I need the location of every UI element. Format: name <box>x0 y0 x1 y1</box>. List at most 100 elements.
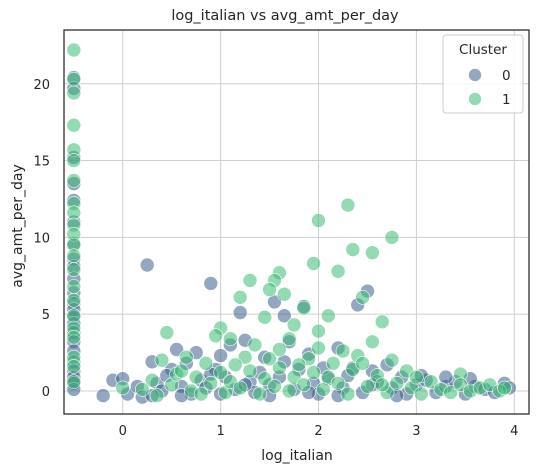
data-point-cluster-1 <box>340 386 356 402</box>
data-point-cluster-1 <box>232 289 248 305</box>
y-tick-label: 15 <box>33 155 50 170</box>
legend-label-cluster-0: 0 <box>502 68 511 84</box>
data-point-cluster-1 <box>154 352 170 368</box>
data-point-cluster-1 <box>66 85 82 101</box>
data-point-cluster-0 <box>438 369 454 385</box>
data-point-cluster-1 <box>193 386 209 402</box>
data-point-cluster-1 <box>159 325 175 340</box>
y-tick-label: 20 <box>33 78 50 93</box>
y-tick-label: 10 <box>33 231 50 246</box>
data-point-cluster-1 <box>247 337 263 353</box>
data-point-cluster-1 <box>311 340 326 356</box>
data-point-cluster-1 <box>311 213 326 228</box>
data-point-cluster-0 <box>203 276 219 291</box>
data-point-cluster-1 <box>335 343 351 359</box>
data-point-cluster-1 <box>296 300 312 316</box>
data-point-cluster-1 <box>66 205 82 221</box>
data-point-cluster-1 <box>179 349 194 365</box>
data-point-cluster-1 <box>389 375 405 391</box>
data-point-cluster-1 <box>213 365 228 380</box>
data-point-cluster-1 <box>203 375 219 391</box>
x-tick-label: 4 <box>510 424 518 439</box>
y-tick-label: 0 <box>42 385 50 400</box>
data-point-cluster-1 <box>374 377 390 393</box>
data-point-cluster-1 <box>135 382 150 397</box>
data-point-cluster-1 <box>262 351 277 367</box>
data-point-cluster-1 <box>149 388 165 403</box>
plot-frame <box>63 29 530 415</box>
data-point-cluster-1 <box>330 263 346 279</box>
data-point-cluster-1 <box>198 355 214 371</box>
x-tick-label: 3 <box>412 424 420 439</box>
data-point-cluster-1 <box>66 71 82 87</box>
data-point-cluster-1 <box>232 380 248 396</box>
data-point-cluster-1 <box>174 363 189 379</box>
series-cluster-1 <box>66 42 512 403</box>
data-point-cluster-1 <box>257 371 273 387</box>
data-point-cluster-1 <box>66 153 82 168</box>
data-point-cluster-1 <box>267 379 282 394</box>
data-point-cluster-1 <box>340 197 356 213</box>
data-point-cluster-1 <box>66 173 82 188</box>
chart-title: log_italian vs avg_amt_per_day <box>171 8 399 24</box>
data-point-cluster-1 <box>325 355 341 371</box>
data-point-cluster-1 <box>66 248 82 264</box>
data-point-cluster-1 <box>316 382 331 397</box>
data-point-cluster-1 <box>497 380 512 396</box>
data-point-cluster-0 <box>95 388 111 403</box>
data-point-cluster-1 <box>409 369 424 385</box>
data-point-cluster-1 <box>252 386 268 402</box>
data-point-cluster-1 <box>66 117 82 133</box>
data-point-cluster-1 <box>144 372 160 388</box>
data-point-cluster-1 <box>272 342 287 357</box>
x-axis-label: log_italian <box>261 448 333 464</box>
y-tick-label: 5 <box>42 308 50 323</box>
data-point-cluster-1 <box>320 308 336 324</box>
data-point-cluster-1 <box>66 308 82 324</box>
legend-title: Cluster <box>459 42 507 58</box>
data-point-cluster-0 <box>213 348 228 363</box>
data-point-cluster-1 <box>311 323 326 339</box>
data-point-cluster-1 <box>228 357 243 373</box>
data-point-cluster-1 <box>330 375 346 391</box>
data-point-cluster-1 <box>262 282 277 297</box>
data-point-cluster-1 <box>365 334 380 350</box>
data-point-cluster-1 <box>374 314 390 330</box>
data-point-cluster-1 <box>281 331 297 347</box>
data-point-cluster-0 <box>232 305 248 320</box>
data-point-cluster-1 <box>242 363 258 379</box>
data-point-cluster-1 <box>66 262 82 277</box>
data-point-cluster-1 <box>66 374 82 390</box>
data-point-cluster-1 <box>281 383 297 399</box>
legend-marker-cluster-1 <box>468 92 482 106</box>
data-point-cluster-1 <box>384 352 400 368</box>
legend-label-cluster-1: 1 <box>502 92 511 108</box>
data-point-cluster-1 <box>257 309 273 325</box>
data-point-cluster-1 <box>188 369 204 385</box>
data-point-cluster-1 <box>286 317 302 333</box>
data-point-cluster-1 <box>384 230 400 245</box>
x-tick-label: 0 <box>119 424 127 439</box>
x-tick-label: 2 <box>314 424 322 439</box>
data-point-cluster-1 <box>306 365 321 380</box>
data-point-cluster-0 <box>276 308 292 324</box>
data-point-cluster-1 <box>355 355 370 371</box>
y-axis-ticks: 0 5 10 15 20 <box>33 78 50 400</box>
data-point-cluster-1 <box>208 328 223 344</box>
data-point-cluster-1 <box>115 380 130 396</box>
data-point-cluster-1 <box>66 329 82 345</box>
data-point-cluster-1 <box>355 289 370 305</box>
data-points <box>66 42 517 405</box>
data-point-cluster-1 <box>66 359 82 374</box>
legend-box <box>442 34 524 114</box>
legend-marker-cluster-0 <box>468 68 482 82</box>
data-point-cluster-1 <box>237 349 253 365</box>
data-point-cluster-1 <box>306 256 321 271</box>
x-axis-ticks: 0 1 2 3 4 <box>119 424 519 439</box>
data-point-cluster-1 <box>223 331 238 347</box>
data-point-cluster-1 <box>365 245 380 260</box>
legend: Cluster 0 1 <box>442 34 524 114</box>
x-tick-label: 1 <box>216 424 224 439</box>
data-point-cluster-1 <box>276 286 292 302</box>
